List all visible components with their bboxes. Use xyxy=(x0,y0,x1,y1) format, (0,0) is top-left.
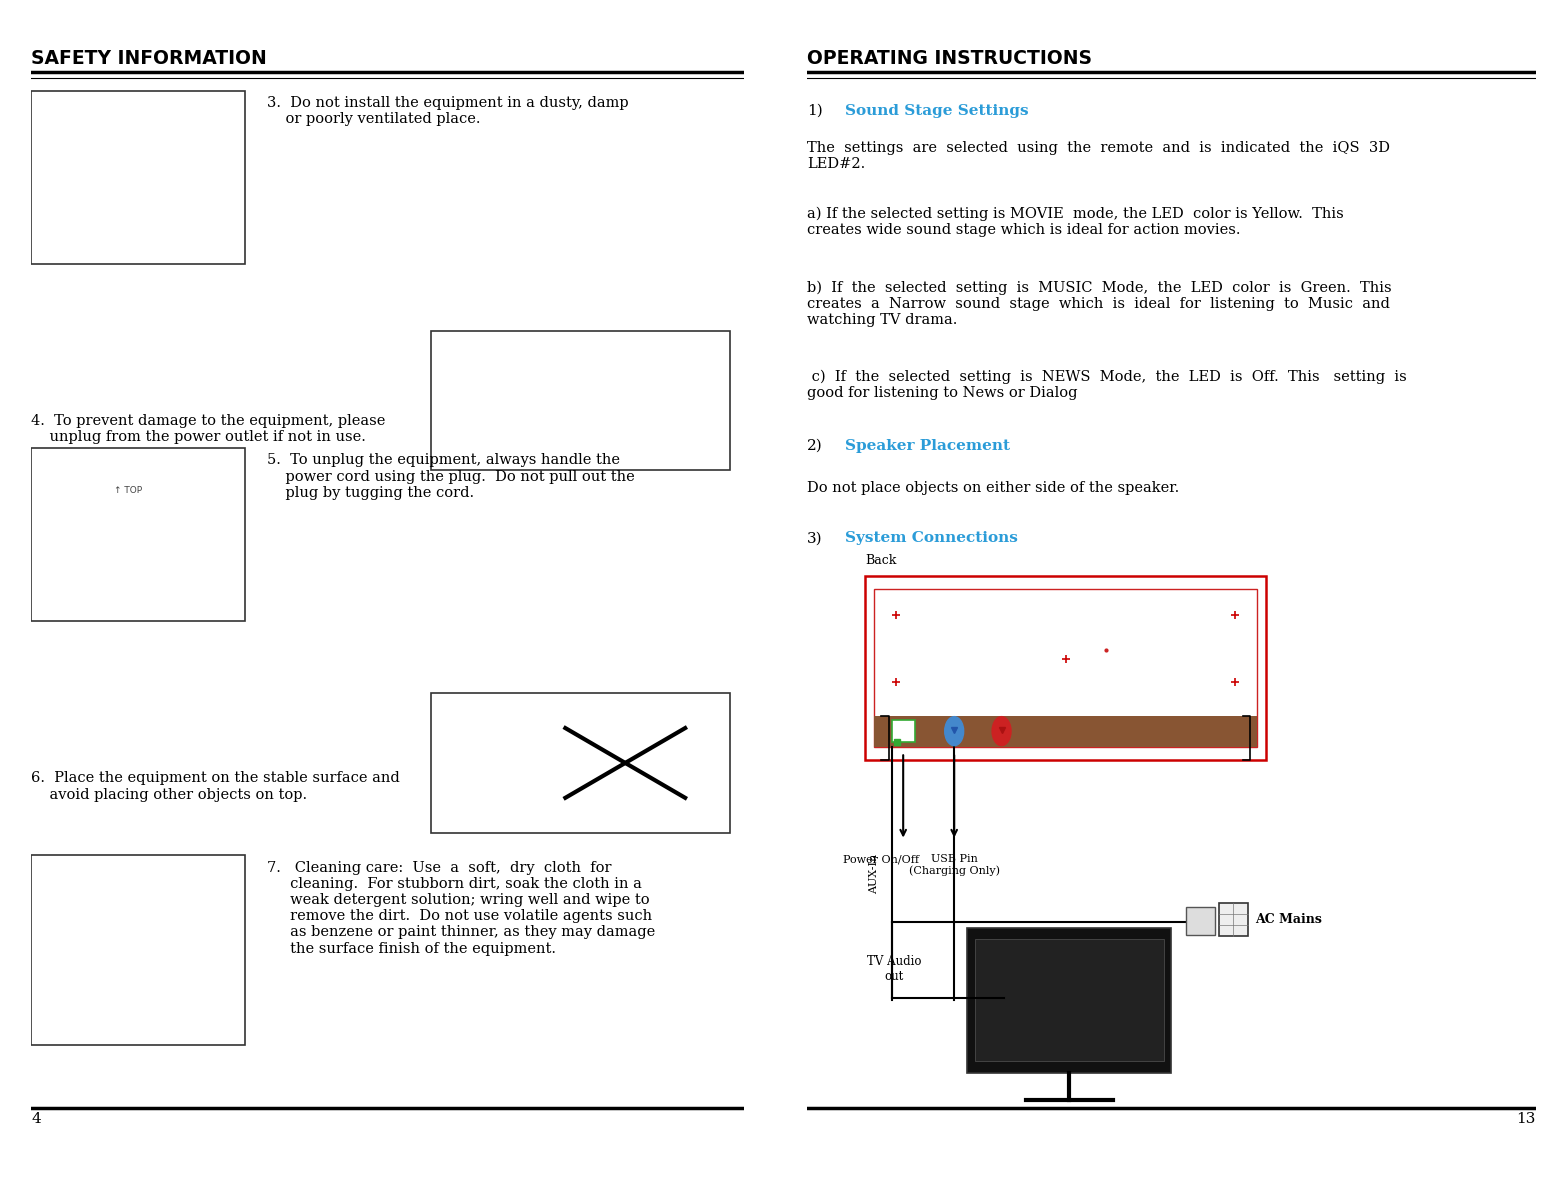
Text: c)  If  the  selected  setting  is  NEWS  Mode,  the  LED  is  Off.  This   sett: c) If the selected setting is NEWS Mode,… xyxy=(807,369,1407,400)
Bar xyxy=(1219,903,1247,937)
Text: 7.   Cleaning care:  Use  a  soft,  dry  cloth  for
     cleaning.  For stubborn: 7. Cleaning care: Use a soft, dry cloth … xyxy=(266,861,655,956)
Bar xyxy=(967,927,1172,1073)
Text: AC Mains: AC Mains xyxy=(1255,913,1323,926)
Bar xyxy=(865,576,1266,760)
Text: 5.  To unplug the equipment, always handle the
    power cord using the plug.  D: 5. To unplug the equipment, always handl… xyxy=(266,453,635,500)
Text: 1): 1) xyxy=(807,104,823,118)
Text: Power On/Off: Power On/Off xyxy=(843,855,920,865)
Text: 13: 13 xyxy=(1517,1112,1536,1126)
Text: Do not place objects on either side of the speaker.: Do not place objects on either side of t… xyxy=(807,481,1180,495)
Bar xyxy=(892,721,915,742)
Text: 4.  To prevent damage to the equipment, please
    unplug from the power outlet : 4. To prevent damage to the equipment, p… xyxy=(31,414,385,444)
Text: AUX-In: AUX-In xyxy=(870,853,879,894)
Bar xyxy=(31,447,244,621)
Text: The  settings  are  selected  using  the  remote  and  is  indicated  the  iQS  : The settings are selected using the remo… xyxy=(807,141,1390,171)
Text: OPERATING INSTRUCTIONS: OPERATING INSTRUCTIONS xyxy=(807,50,1092,69)
Bar xyxy=(874,590,1257,747)
Bar xyxy=(975,939,1164,1061)
Text: 3): 3) xyxy=(807,532,823,545)
Text: USB Pin
(Charging Only): USB Pin (Charging Only) xyxy=(909,853,1000,876)
Text: a) If the selected setting is MOVIE  mode, the LED  color is Yellow.  This
creat: a) If the selected setting is MOVIE mode… xyxy=(807,207,1344,237)
Text: TV Audio
out: TV Audio out xyxy=(867,956,921,983)
Bar xyxy=(31,90,244,264)
Bar xyxy=(31,855,244,1045)
Circle shape xyxy=(992,717,1011,745)
Text: b)  If  the  selected  setting  is  MUSIC  Mode,  the  LED  color  is  Green.  T: b) If the selected setting is MUSIC Mode… xyxy=(807,280,1391,328)
Text: Sound Stage Settings: Sound Stage Settings xyxy=(845,104,1028,118)
Text: 2): 2) xyxy=(807,439,823,452)
Bar xyxy=(1186,907,1214,935)
Bar xyxy=(431,693,730,833)
Circle shape xyxy=(945,717,964,745)
Text: 3.  Do not install the equipment in a dusty, damp
    or poorly ventilated place: 3. Do not install the equipment in a dus… xyxy=(266,96,628,127)
Bar xyxy=(431,331,730,470)
Text: Back: Back xyxy=(865,554,896,567)
Text: ↑ TOP: ↑ TOP xyxy=(113,487,141,495)
Text: System Connections: System Connections xyxy=(845,532,1019,545)
Bar xyxy=(874,716,1257,747)
Text: 6.  Place the equipment on the stable surface and
    avoid placing other object: 6. Place the equipment on the stable sur… xyxy=(31,772,400,801)
Text: Speaker Placement: Speaker Placement xyxy=(845,439,1009,452)
Text: SAFETY INFORMATION: SAFETY INFORMATION xyxy=(31,50,266,69)
Text: 4: 4 xyxy=(31,1112,41,1126)
